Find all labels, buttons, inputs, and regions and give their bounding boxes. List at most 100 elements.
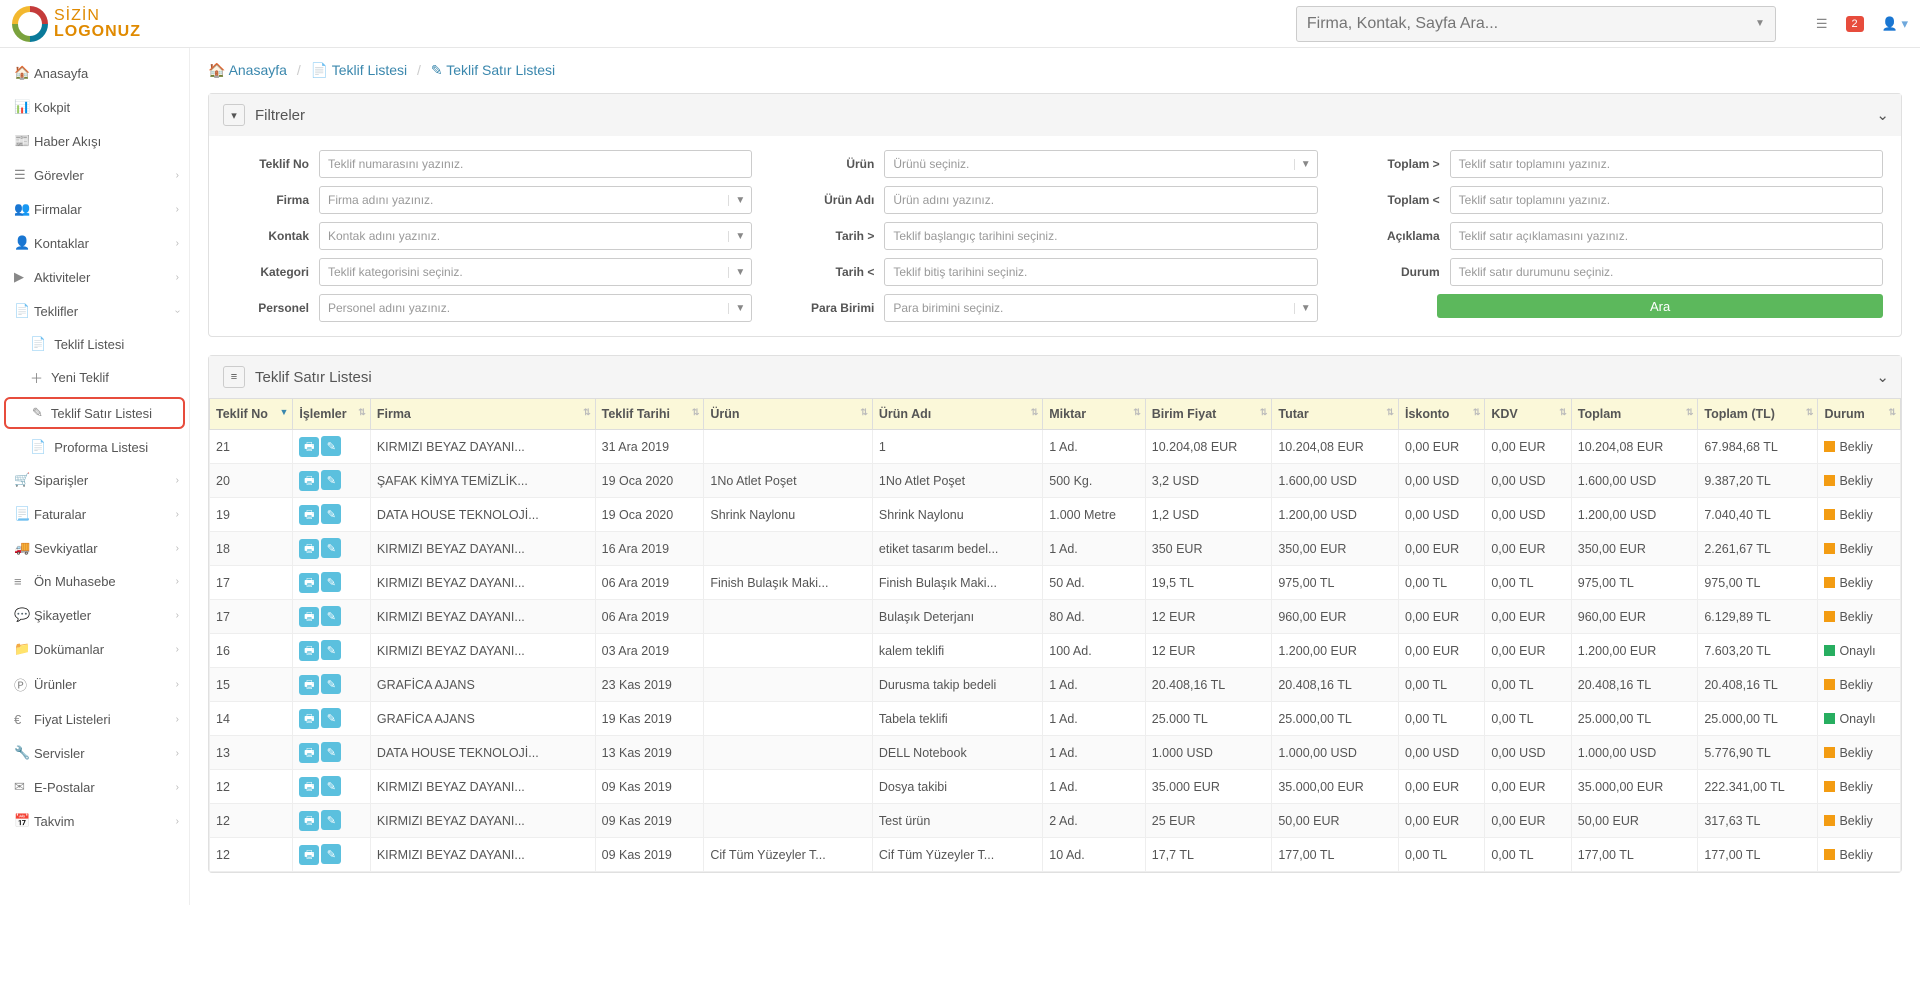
sidebar-item-firmalar[interactable]: 👥Firmalar› <box>0 192 189 226</box>
print-icon[interactable]: 🖶 <box>299 539 319 559</box>
table-row[interactable]: 14🖶✎GRAFİCA AJANS19 Kas 2019Tabela tekli… <box>210 702 1901 736</box>
filter-parabirimi[interactable]: Para birimini seçiniz.▼ <box>884 294 1317 322</box>
print-icon[interactable]: 🖶 <box>299 641 319 661</box>
sidebar-sub-proforma-listesi[interactable]: 📄Proforma Listesi <box>0 431 189 463</box>
collapse-icon[interactable]: ⌄ <box>1876 368 1889 386</box>
print-icon[interactable]: 🖶 <box>299 743 319 763</box>
collapse-icon[interactable]: ⌄ <box>1876 106 1889 124</box>
sidebar-item-şikayetler[interactable]: 💬Şikayetler› <box>0 598 189 632</box>
print-icon[interactable]: 🖶 <box>299 777 319 797</box>
edit-icon[interactable]: ✎ <box>321 708 341 728</box>
filter-tarih[interactable]: Teklif bitiş tarihini seçiniz. <box>884 258 1317 286</box>
sidebar-item-fiyat-listeleri[interactable]: €Fiyat Listeleri› <box>0 703 189 736</box>
sidebar-item-görevler[interactable]: ☰Görevler› <box>0 158 189 192</box>
breadcrumb-teklif[interactable]: Teklif Listesi <box>332 62 407 78</box>
edit-icon[interactable]: ✎ <box>321 810 341 830</box>
sidebar-item-ön-muhasebe[interactable]: ≡Ön Muhasebe› <box>0 565 189 598</box>
sidebar-item-servisler[interactable]: 🔧Servisler› <box>0 736 189 770</box>
sidebar-item-ürünler[interactable]: ⓅÜrünler› <box>0 666 189 703</box>
global-search[interactable]: ▼ <box>1296 6 1776 42</box>
table-row[interactable]: 15🖶✎GRAFİCA AJANS23 Kas 2019Durusma taki… <box>210 668 1901 702</box>
sidebar-sub-yeni-teklif[interactable]: ＋Yeni Teklif <box>0 360 189 395</box>
logo[interactable]: SİZİN LOGONUZ <box>12 6 190 42</box>
print-icon[interactable]: 🖶 <box>299 505 319 525</box>
edit-icon[interactable]: ✎ <box>321 436 341 456</box>
print-icon[interactable]: 🖶 <box>299 675 319 695</box>
print-icon[interactable]: 🖶 <box>299 573 319 593</box>
edit-icon[interactable]: ✎ <box>321 844 341 864</box>
col-miktar[interactable]: Miktar⇅ <box>1043 399 1145 430</box>
dropdown-icon[interactable]: ▼ <box>728 231 745 242</box>
col-toplam[interactable]: Toplam⇅ <box>1571 399 1698 430</box>
list-view-icon[interactable]: ☰ <box>1816 16 1828 32</box>
filter-toplam[interactable]: Teklif satır toplamını yazınız. <box>1450 186 1883 214</box>
col-birimfiyat[interactable]: Birim Fiyat⇅ <box>1145 399 1272 430</box>
col-tutar[interactable]: Tutar⇅ <box>1272 399 1399 430</box>
col-teklifno[interactable]: Teklif No▼ <box>210 399 293 430</box>
sidebar-item-e-postalar[interactable]: ✉E-Postalar› <box>0 770 189 804</box>
global-search-input[interactable] <box>1307 15 1755 33</box>
edit-icon[interactable]: ✎ <box>321 504 341 524</box>
filter-rn[interactable]: Ürünü seçiniz.▼ <box>884 150 1317 178</box>
dropdown-icon[interactable]: ▼ <box>728 303 745 314</box>
col-iskonto[interactable]: İskonto⇅ <box>1398 399 1484 430</box>
edit-icon[interactable]: ✎ <box>321 640 341 660</box>
filter-kontak[interactable]: Kontak adını yazınız.▼ <box>319 222 752 250</box>
filter-aklama[interactable]: Teklif satır açıklamasını yazınız. <box>1450 222 1883 250</box>
sidebar-item-dokümanlar[interactable]: 📁Dokümanlar› <box>0 632 189 666</box>
sidebar-item-anasayfa[interactable]: 🏠Anasayfa <box>0 56 189 90</box>
sidebar-item-sevkiyatlar[interactable]: 🚚Sevkiyatlar› <box>0 531 189 565</box>
filter-teklifno[interactable]: Teklif numarasını yazınız. <box>319 150 752 178</box>
dropdown-icon[interactable]: ▼ <box>1294 159 1311 170</box>
print-icon[interactable]: 🖶 <box>299 709 319 729</box>
col-firma[interactable]: Firma⇅ <box>370 399 595 430</box>
notification-badge[interactable]: 2 <box>1846 16 1864 32</box>
table-row[interactable]: 12🖶✎KIRMIZI BEYAZ DAYANI...09 Kas 2019Do… <box>210 770 1901 804</box>
edit-icon[interactable]: ✎ <box>321 538 341 558</box>
table-row[interactable]: 20🖶✎ŞAFAK KİMYA TEMİZLİK...19 Oca 20201N… <box>210 464 1901 498</box>
search-dropdown-icon[interactable]: ▼ <box>1755 18 1765 29</box>
print-icon[interactable]: 🖶 <box>299 845 319 865</box>
edit-icon[interactable]: ✎ <box>321 742 341 762</box>
col-toplamtl[interactable]: Toplam (TL)⇅ <box>1698 399 1818 430</box>
dropdown-icon[interactable]: ▼ <box>1294 303 1311 314</box>
breadcrumb-satir[interactable]: Teklif Satır Listesi <box>446 62 555 78</box>
sidebar-item-takvim[interactable]: 📅Takvim› <box>0 804 189 838</box>
col-kdv[interactable]: KDV⇅ <box>1485 399 1571 430</box>
dropdown-icon[interactable]: ▼ <box>728 267 745 278</box>
table-row[interactable]: 18🖶✎KIRMIZI BEYAZ DAYANI...16 Ara 2019et… <box>210 532 1901 566</box>
sidebar-sub-teklif-satır-listesi[interactable]: ✎Teklif Satır Listesi <box>4 397 185 429</box>
col-tekliftarihi[interactable]: Teklif Tarihi⇅ <box>595 399 704 430</box>
edit-icon[interactable]: ✎ <box>321 776 341 796</box>
sidebar-item-haber-akışı[interactable]: 📰Haber Akışı <box>0 124 189 158</box>
sidebar-item-aktiviteler[interactable]: ▶Aktiviteler› <box>0 260 189 294</box>
filters-header[interactable]: ▾ Filtreler ⌄ <box>209 94 1901 136</box>
filter-tarih[interactable]: Teklif başlangıç tarihini seçiniz. <box>884 222 1317 250</box>
user-menu[interactable]: 👤 ▾ <box>1882 16 1908 32</box>
table-row[interactable]: 16🖶✎KIRMIZI BEYAZ DAYANI...03 Ara 2019ka… <box>210 634 1901 668</box>
filter-kategori[interactable]: Teklif kategorisini seçiniz.▼ <box>319 258 752 286</box>
print-icon[interactable]: 🖶 <box>299 811 319 831</box>
breadcrumb-home[interactable]: Anasayfa <box>229 62 287 78</box>
sidebar-sub-teklif-listesi[interactable]: 📄Teklif Listesi <box>0 328 189 360</box>
table-row[interactable]: 12🖶✎KIRMIZI BEYAZ DAYANI...09 Kas 2019Te… <box>210 804 1901 838</box>
print-icon[interactable]: 🖶 <box>299 471 319 491</box>
sidebar-item-kokpit[interactable]: 📊Kokpit <box>0 90 189 124</box>
edit-icon[interactable]: ✎ <box>321 674 341 694</box>
col-rnad[interactable]: Ürün Adı⇅ <box>872 399 1042 430</box>
print-icon[interactable]: 🖶 <box>299 437 319 457</box>
dropdown-icon[interactable]: ▼ <box>728 195 745 206</box>
table-row[interactable]: 17🖶✎KIRMIZI BEYAZ DAYANI...06 Ara 2019Fi… <box>210 566 1901 600</box>
filter-firma[interactable]: Firma adını yazınız.▼ <box>319 186 752 214</box>
edit-icon[interactable]: ✎ <box>321 606 341 626</box>
print-icon[interactable]: 🖶 <box>299 607 319 627</box>
edit-icon[interactable]: ✎ <box>321 572 341 592</box>
col-ilemler[interactable]: İşlemler⇅ <box>293 399 370 430</box>
table-row[interactable]: 19🖶✎DATA HOUSE TEKNOLOJİ...19 Oca 2020Sh… <box>210 498 1901 532</box>
filter-rnad[interactable]: Ürün adını yazınız. <box>884 186 1317 214</box>
table-row[interactable]: 13🖶✎DATA HOUSE TEKNOLOJİ...13 Kas 2019DE… <box>210 736 1901 770</box>
sidebar-item-faturalar[interactable]: 📃Faturalar› <box>0 497 189 531</box>
filter-toplam[interactable]: Teklif satır toplamını yazınız. <box>1450 150 1883 178</box>
table-row[interactable]: 21🖶✎KIRMIZI BEYAZ DAYANI...31 Ara 201911… <box>210 430 1901 464</box>
sidebar-item-siparişler[interactable]: 🛒Siparişler› <box>0 463 189 497</box>
